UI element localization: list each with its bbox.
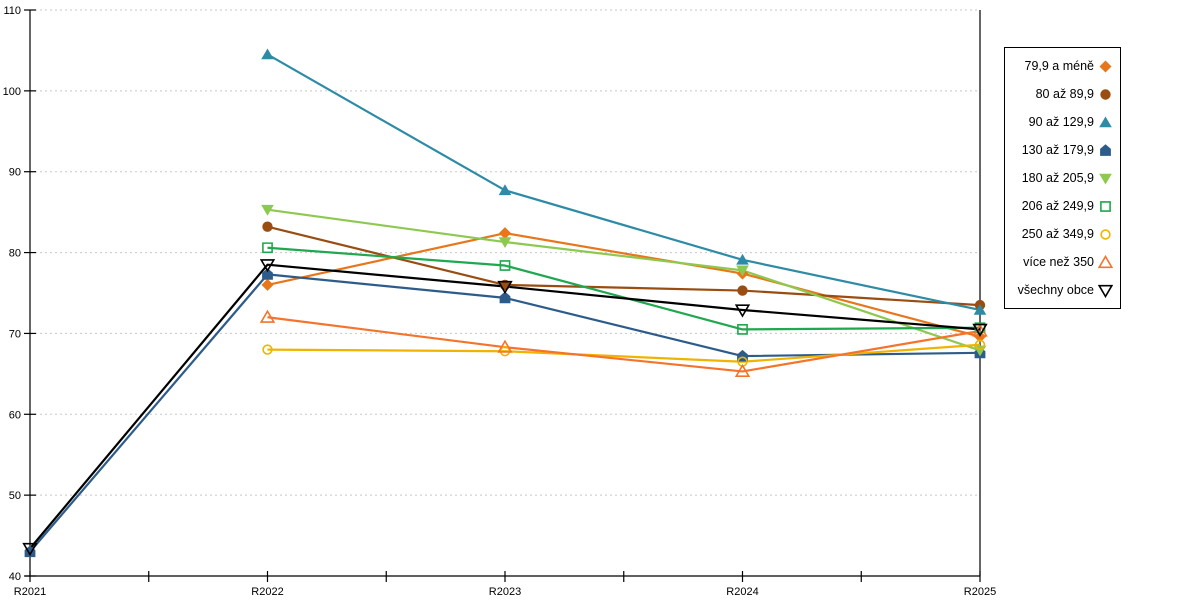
pentagon-marker-icon [1100, 143, 1111, 156]
legend-label: 250 až 349,9 [1021, 227, 1094, 241]
legend-item: 79,9 a méně [1009, 59, 1113, 74]
legend-item: 180 až 205,9 [1009, 171, 1113, 186]
series-line [267, 225, 981, 307]
triangle-up-marker-icon [497, 339, 513, 353]
legend-label: 130 až 179,9 [1021, 143, 1094, 157]
legend-item: více než 350 [1009, 254, 1113, 270]
x-tick-label: R2025 [964, 586, 996, 598]
triangle-down-marker-icon [498, 237, 512, 249]
y-tick-label: 110 [3, 5, 21, 17]
legend: 79,9 a méně 80 až 89,9 90 až 129,9 130 až 1… [1004, 47, 1121, 309]
series-line [267, 343, 981, 363]
y-tick-label: 70 [9, 328, 21, 340]
legend-item: 80 až 89,9 [1009, 87, 1113, 102]
triangle-down-marker-icon [22, 542, 38, 557]
legend-marker [1100, 200, 1111, 212]
legend-marker [1099, 116, 1112, 127]
diamond-marker-icon [499, 227, 511, 240]
legend-label: 79,9 a méně [1024, 59, 1095, 73]
y-tick-label: 90 [9, 167, 21, 179]
circle-marker-icon [262, 344, 273, 355]
pentagon-marker-icon [499, 291, 511, 304]
y-tick-label: 80 [9, 248, 21, 260]
square-marker-icon [262, 242, 273, 254]
x-tick-label: R2022 [251, 586, 283, 598]
series-line [29, 263, 981, 550]
triangle-up-marker-icon [259, 309, 276, 323]
legend-marker [1100, 88, 1111, 100]
square-marker-icon [1100, 200, 1111, 212]
series-line [267, 232, 981, 338]
diamond-marker-icon [261, 278, 274, 291]
x-tick-label: R2021 [14, 586, 46, 598]
legend-marker [1100, 143, 1111, 156]
circle-marker-icon [737, 285, 748, 296]
legend-item: všechny obce [1009, 283, 1113, 298]
square-marker-icon [499, 260, 511, 271]
legend-item: 206 až 249,9 [1009, 199, 1113, 214]
circle-marker-icon [1100, 88, 1111, 100]
triangle-up-marker-icon [736, 253, 749, 265]
pentagon-marker-icon [262, 268, 273, 280]
triangle-up-marker-icon [973, 303, 987, 315]
series-line [267, 316, 981, 373]
triangle-down-marker-icon [497, 280, 513, 295]
triangle-up-marker-icon [498, 184, 512, 196]
series-line [29, 273, 981, 553]
legend-marker [1100, 228, 1111, 240]
y-tick-label: 50 [9, 490, 21, 502]
y-tick-label: 100 [3, 86, 21, 98]
x-tick-label: R2023 [489, 586, 521, 598]
circle-marker-icon [1100, 228, 1111, 240]
triangle-up-marker-icon [261, 48, 274, 60]
legend-label: více než 350 [1023, 255, 1094, 269]
triangle-up-marker-icon [734, 363, 751, 378]
triangle-down-marker-icon [1098, 284, 1113, 298]
y-tick-label: 60 [9, 409, 21, 421]
triangle-down-marker-icon [1099, 173, 1112, 184]
legend-label: 80 až 89,9 [1035, 87, 1094, 101]
triangle-up-marker-icon [1099, 116, 1112, 127]
triangle-down-marker-icon [259, 259, 276, 273]
series-line [266, 53, 981, 312]
triangle-up-marker-icon [1098, 254, 1113, 268]
x-tick-label: R2024 [726, 586, 758, 598]
triangle-down-marker-icon [261, 204, 274, 216]
legend-marker [1098, 284, 1113, 298]
legend-label: 180 až 205,9 [1021, 171, 1094, 185]
triangle-down-marker-icon [736, 265, 749, 277]
legend-item: 130 až 179,9 [1009, 143, 1113, 158]
triangle-down-marker-icon [972, 323, 988, 337]
legend-marker [1099, 60, 1112, 72]
diamond-marker-icon [1099, 60, 1112, 72]
triangle-down-marker-icon [734, 304, 751, 318]
legend-item: 250 až 349,9 [1009, 227, 1113, 242]
circle-marker-icon [262, 221, 273, 232]
legend-item: 90 až 129,9 [1009, 115, 1113, 130]
square-marker-icon [737, 323, 748, 335]
circle-marker-icon [974, 339, 986, 350]
y-tick-label: 40 [9, 571, 21, 583]
legend-marker [1099, 173, 1112, 184]
series-line [267, 208, 981, 352]
legend-label: 206 až 249,9 [1021, 199, 1094, 213]
legend-marker [1098, 254, 1113, 268]
legend-label: všechny obce [1017, 283, 1094, 297]
legend-label: 90 až 129,9 [1028, 115, 1094, 129]
